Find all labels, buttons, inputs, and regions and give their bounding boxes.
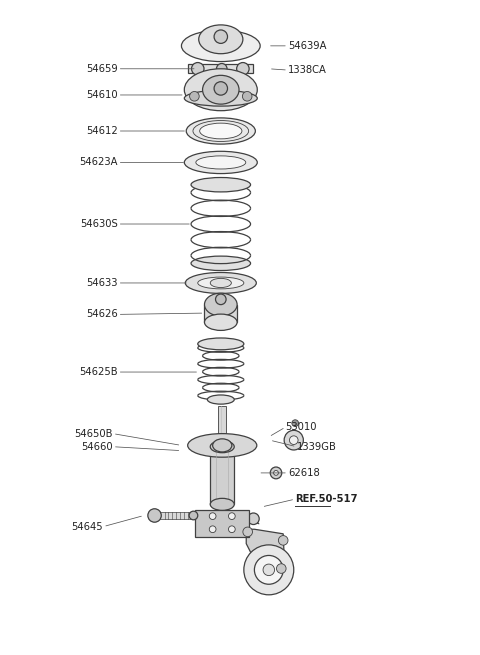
Ellipse shape — [254, 555, 283, 584]
Ellipse shape — [210, 498, 234, 510]
Ellipse shape — [276, 564, 286, 573]
Ellipse shape — [148, 509, 161, 522]
Text: REF.50-517: REF.50-517 — [295, 494, 358, 504]
Ellipse shape — [216, 294, 226, 305]
Ellipse shape — [188, 434, 257, 457]
Ellipse shape — [228, 513, 235, 519]
Text: 54659: 54659 — [86, 64, 118, 74]
Ellipse shape — [204, 293, 237, 316]
Ellipse shape — [189, 511, 198, 520]
Ellipse shape — [248, 513, 259, 525]
Ellipse shape — [244, 545, 294, 595]
Ellipse shape — [243, 527, 252, 536]
Ellipse shape — [184, 151, 257, 174]
Text: 54645: 54645 — [72, 521, 103, 532]
Text: 53010: 53010 — [286, 422, 317, 432]
Ellipse shape — [204, 314, 237, 330]
Text: 54626: 54626 — [86, 309, 118, 320]
Text: 54612: 54612 — [86, 126, 118, 136]
Ellipse shape — [199, 25, 243, 54]
Ellipse shape — [196, 156, 246, 169]
Polygon shape — [210, 447, 234, 504]
Polygon shape — [188, 64, 253, 73]
Polygon shape — [160, 512, 191, 519]
Ellipse shape — [200, 123, 242, 139]
Ellipse shape — [242, 92, 252, 101]
Ellipse shape — [213, 439, 232, 452]
Ellipse shape — [186, 118, 255, 144]
Ellipse shape — [192, 62, 204, 75]
Ellipse shape — [237, 62, 249, 75]
Text: 1338CA: 1338CA — [288, 65, 327, 75]
Ellipse shape — [203, 75, 239, 104]
Ellipse shape — [184, 90, 257, 106]
Text: 54630S: 54630S — [80, 219, 118, 229]
Ellipse shape — [184, 69, 257, 111]
Ellipse shape — [270, 467, 282, 479]
Ellipse shape — [198, 277, 244, 289]
Ellipse shape — [190, 92, 199, 101]
Text: 1339GB: 1339GB — [297, 441, 336, 452]
Ellipse shape — [274, 470, 278, 476]
Text: 54625B: 54625B — [79, 367, 118, 377]
Text: 54660: 54660 — [81, 441, 113, 452]
Text: 54623A: 54623A — [79, 157, 118, 168]
Ellipse shape — [292, 420, 299, 426]
Ellipse shape — [278, 536, 288, 545]
Text: 54650B: 54650B — [74, 428, 113, 439]
Ellipse shape — [214, 30, 228, 43]
Polygon shape — [246, 529, 285, 584]
Ellipse shape — [209, 513, 216, 519]
Ellipse shape — [209, 526, 216, 533]
Polygon shape — [218, 406, 226, 439]
Text: 54610: 54610 — [86, 90, 118, 100]
Ellipse shape — [185, 272, 256, 293]
Ellipse shape — [191, 256, 251, 271]
Ellipse shape — [216, 64, 227, 74]
Ellipse shape — [214, 82, 228, 95]
Ellipse shape — [210, 278, 231, 288]
Ellipse shape — [207, 395, 234, 404]
Polygon shape — [247, 515, 259, 524]
Ellipse shape — [198, 338, 244, 350]
Text: 54633: 54633 — [86, 278, 118, 288]
Ellipse shape — [284, 430, 303, 450]
Polygon shape — [195, 510, 249, 537]
Ellipse shape — [191, 178, 251, 192]
Text: 54639A: 54639A — [288, 41, 326, 51]
Ellipse shape — [263, 564, 275, 576]
Text: 62618: 62618 — [288, 468, 320, 478]
Ellipse shape — [181, 30, 260, 62]
Ellipse shape — [210, 441, 234, 453]
Ellipse shape — [289, 436, 298, 445]
Polygon shape — [204, 305, 237, 322]
Ellipse shape — [228, 526, 235, 533]
